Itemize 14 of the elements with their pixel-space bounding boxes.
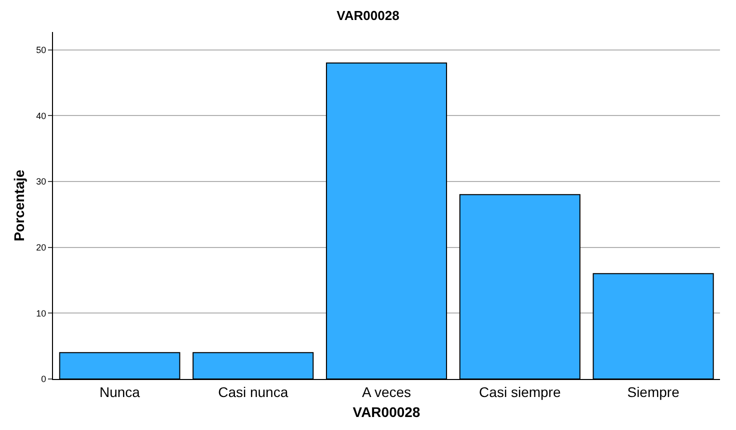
x-tick-label: Nunca [99,384,140,400]
y-tick-label: 0 [41,374,46,384]
y-tick-label: 20 [36,242,46,252]
chart-title: VAR00028 [336,8,400,23]
x-tick-label: Casi siempre [479,384,561,400]
y-tick-label: 10 [36,308,46,318]
y-tick-label: 50 [36,44,46,55]
y-axis-title: Porcentaje [10,169,27,242]
y-tick-label: 40 [36,110,46,121]
y-tick-label: 30 [36,176,46,187]
x-tick-label: Siempre [627,384,680,400]
x-tick-label: Casi nunca [218,384,288,400]
x-tick-label: A veces [362,384,412,400]
x-axis-title: VAR00028 [352,404,420,420]
